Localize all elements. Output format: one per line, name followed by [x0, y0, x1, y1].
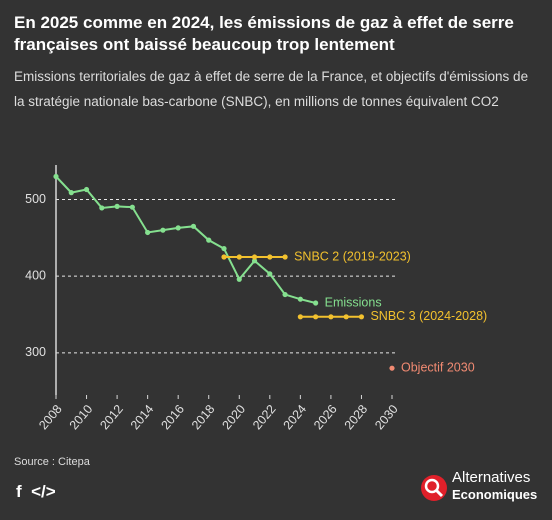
share-icons[interactable]: f </> — [16, 482, 56, 501]
series-label: Emissions — [325, 295, 382, 309]
data-point — [53, 173, 59, 180]
data-point — [358, 314, 365, 320]
data-point — [389, 365, 395, 371]
y-tick-label: 500 — [25, 192, 46, 206]
chart-subtitle: Emissions territoriales de gaz à effet d… — [14, 69, 529, 109]
series-line — [55, 175, 316, 304]
data-point — [129, 204, 135, 210]
data-point — [343, 314, 349, 320]
x-tick-label: 2014 — [128, 402, 157, 432]
data-point — [313, 300, 319, 306]
data-point — [313, 314, 319, 320]
data-point — [282, 291, 288, 298]
data-point — [114, 203, 120, 209]
data-point — [282, 254, 288, 260]
data-point — [160, 227, 166, 233]
x-tick-label: 2030 — [372, 402, 401, 432]
data-point — [251, 254, 258, 260]
series-label: Objectif 2030 — [401, 360, 475, 374]
data-point — [68, 190, 74, 196]
data-point — [328, 314, 334, 320]
source-note: Source : Citepa — [14, 456, 90, 468]
data-point — [145, 229, 151, 236]
x-tick-label: 2008 — [36, 402, 65, 432]
brand-name: Alternatives Economiques — [452, 469, 537, 503]
x-tick-label: 2028 — [342, 402, 371, 432]
x-tick-label: 2018 — [189, 402, 218, 432]
x-tick-label: 2024 — [281, 402, 310, 432]
data-point — [221, 245, 227, 252]
brand-line: Alternatives — [452, 469, 531, 486]
x-tick-label: 2010 — [67, 402, 96, 432]
x-tick-label: 2016 — [158, 402, 187, 432]
data-point — [99, 205, 105, 211]
data-point — [83, 186, 90, 193]
x-tick-label: 2022 — [250, 402, 279, 432]
brand-line: Economiques — [452, 487, 538, 502]
data-point — [206, 237, 212, 243]
data-point — [236, 254, 242, 260]
data-point — [221, 254, 227, 260]
y-tick-label: 400 — [25, 268, 46, 282]
series-label: SNBC 2 (2019-2023) — [294, 249, 411, 263]
data-point — [236, 276, 242, 282]
brand-logo — [421, 475, 447, 501]
data-point — [297, 296, 303, 302]
y-tick-label: 300 — [25, 345, 46, 359]
data-point — [175, 225, 181, 231]
data-point — [267, 271, 273, 277]
data-point — [190, 223, 197, 229]
data-point — [267, 254, 273, 260]
x-tick-label: 2012 — [97, 402, 126, 432]
data-point — [297, 314, 303, 320]
series-label: SNBC 3 (2024-2028) — [370, 309, 487, 323]
chart-title: En 2025 comme en 2024, les émissions de … — [14, 13, 514, 54]
data-point — [251, 258, 258, 264]
x-tick-label: 2020 — [219, 402, 248, 432]
x-tick-label: 2026 — [311, 402, 340, 432]
